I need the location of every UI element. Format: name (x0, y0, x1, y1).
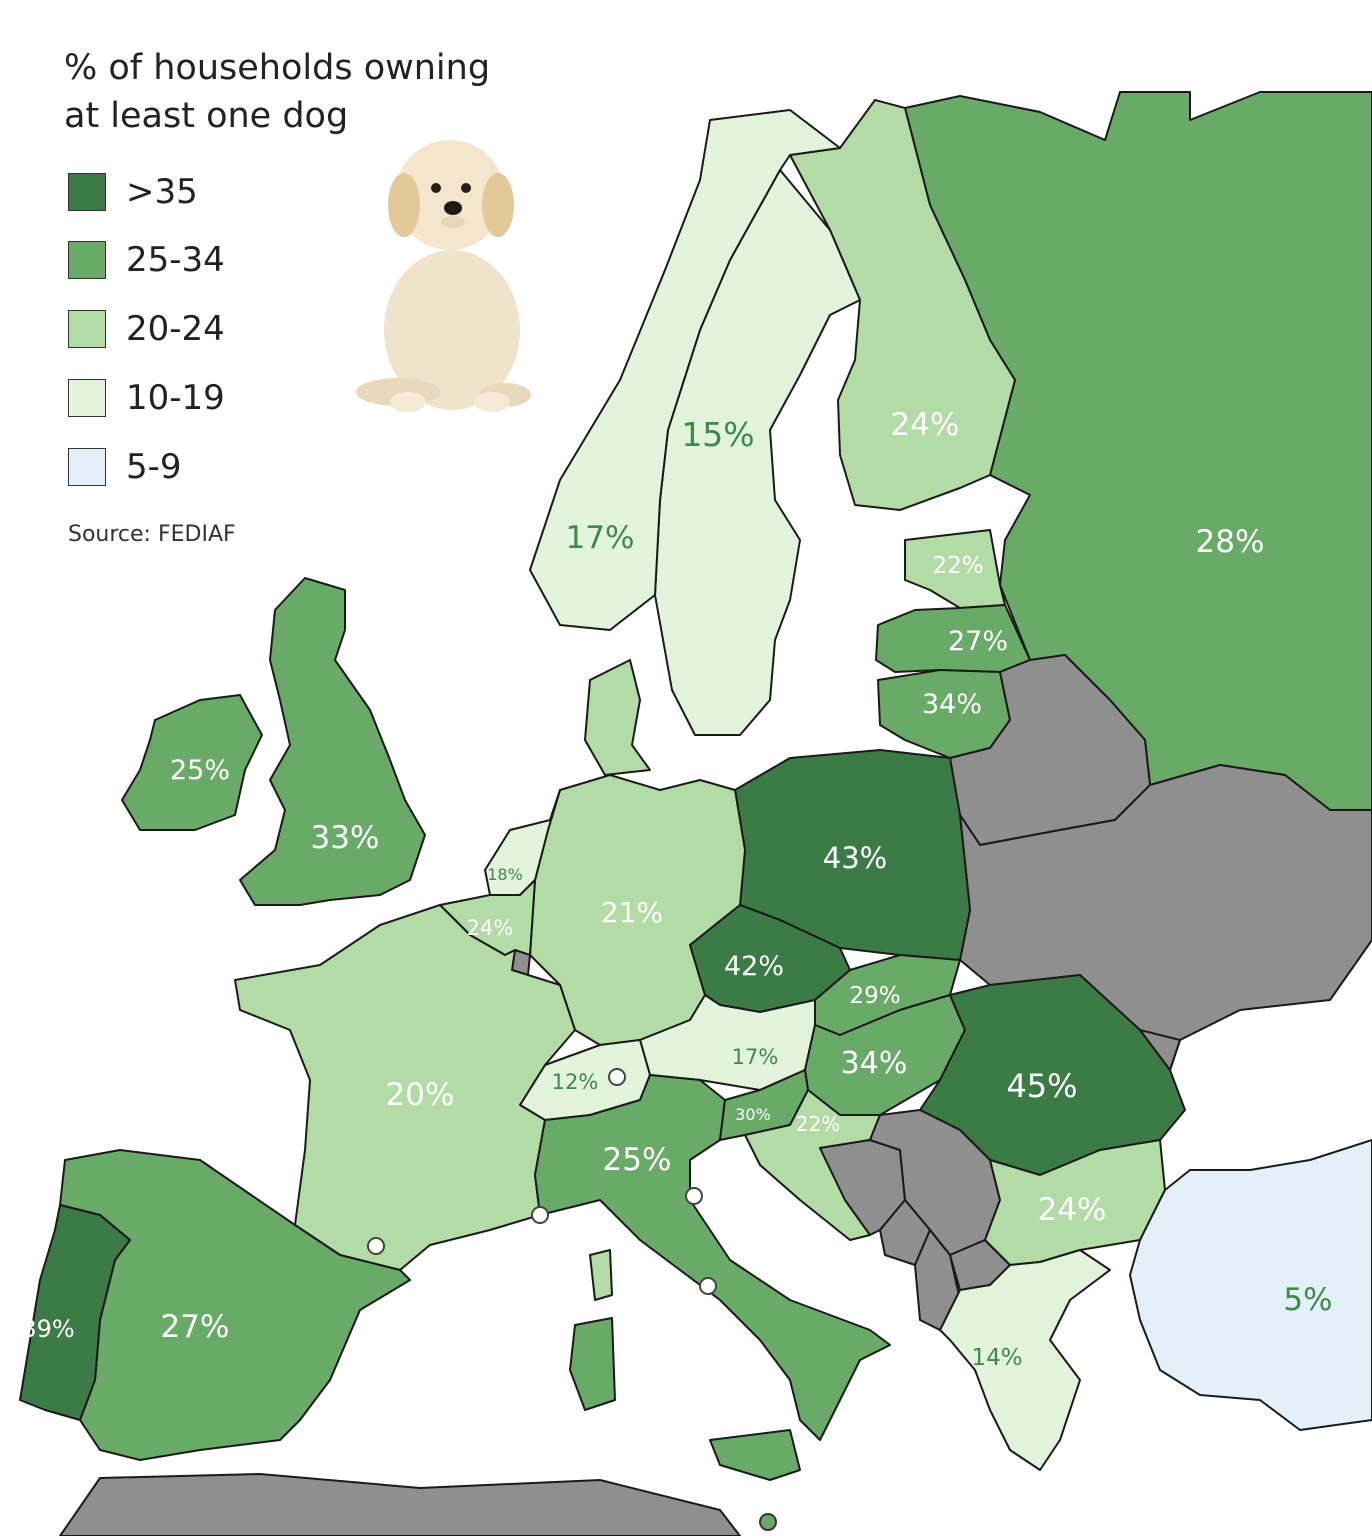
country-italy-sardinia (569, 1317, 616, 1411)
label-switzerland: 12% (552, 1070, 599, 1094)
city-marker (759, 1513, 777, 1531)
label-austria: 17% (732, 1045, 779, 1069)
legend-label-25-34: 25-34 (126, 240, 225, 280)
legend-item-25-34: 25-34 (68, 240, 225, 280)
legend-swatch-5-9 (68, 448, 106, 486)
label-greece: 14% (971, 1345, 1022, 1371)
city-marker (531, 1206, 549, 1224)
legend-label-20-24: 20-24 (126, 309, 225, 349)
city-markers (367, 1068, 777, 1531)
label-romania: 45% (1006, 1067, 1077, 1105)
country-united-kingdom (239, 577, 426, 906)
country-ireland (121, 694, 263, 831)
label-finland: 24% (891, 407, 960, 443)
label-latvia: 27% (948, 626, 1008, 657)
city-marker (685, 1187, 703, 1205)
country-finland (789, 99, 1016, 511)
label-croatia: 22% (796, 1112, 840, 1136)
country-moldova (1139, 1029, 1181, 1071)
legend-item-gt35: >35 (68, 172, 198, 212)
label-slovenia: 30% (735, 1105, 771, 1124)
city-marker (608, 1068, 626, 1086)
legend-label-10-19: 10-19 (126, 378, 225, 418)
country-portugal (19, 1204, 131, 1421)
legend-item-5-9: 5-9 (68, 447, 182, 487)
label-turkey: 5% (1283, 1282, 1332, 1318)
puppy-icon (356, 140, 531, 412)
city-marker (699, 1277, 717, 1295)
label-belgium: 24% (467, 916, 514, 940)
country-norway (529, 109, 841, 631)
country-turkey (1129, 1139, 1372, 1431)
label-netherlands: 18% (487, 865, 523, 884)
label-hungary: 34% (841, 1046, 908, 1081)
label-czechia: 42% (724, 951, 784, 982)
label-sweden: 15% (681, 415, 754, 454)
country-north-africa (59, 1473, 741, 1536)
legend-label-gt35: >35 (126, 172, 198, 212)
legend-label-5-9: 5-9 (126, 447, 182, 487)
country-france (234, 904, 576, 1271)
label-norway: 17% (566, 520, 635, 556)
country-france-corsica (589, 1249, 613, 1301)
city-marker (367, 1237, 385, 1255)
legend-item-20-24: 20-24 (68, 309, 225, 349)
label-united-kingdom: 33% (311, 820, 380, 856)
legend-swatch-gt35 (68, 173, 106, 211)
country-denmark (584, 659, 651, 776)
legend-swatch-25-34 (68, 241, 106, 279)
country-bulgaria (984, 1139, 1166, 1266)
label-bulgaria: 24% (1038, 1192, 1107, 1228)
label-estonia: 22% (932, 553, 983, 579)
label-russia: 28% (1196, 524, 1265, 560)
country-italy-sicily (709, 1429, 801, 1481)
country-italy (534, 1074, 891, 1441)
legend-swatch-20-24 (68, 310, 106, 348)
label-spain: 27% (161, 1309, 230, 1345)
label-ireland: 25% (170, 755, 230, 786)
legend-item-10-19: 10-19 (68, 378, 225, 418)
country-labels: 28% 24% 15% 17% 22% 27% 34% 25% 33% 18% … (21, 407, 1332, 1371)
source-note: Source: FEDIAF (68, 522, 236, 547)
label-france: 20% (386, 1077, 455, 1113)
label-poland: 43% (823, 841, 887, 875)
label-slovakia: 29% (849, 983, 900, 1009)
label-italy: 25% (603, 1142, 672, 1178)
label-germany: 21% (601, 896, 663, 929)
label-portugal: 39% (21, 1315, 74, 1343)
country-greece (939, 1249, 1111, 1471)
label-lithuania: 34% (922, 689, 982, 720)
map-title: % of households owning at least one dog (64, 48, 491, 136)
legend-swatch-10-19 (68, 379, 106, 417)
